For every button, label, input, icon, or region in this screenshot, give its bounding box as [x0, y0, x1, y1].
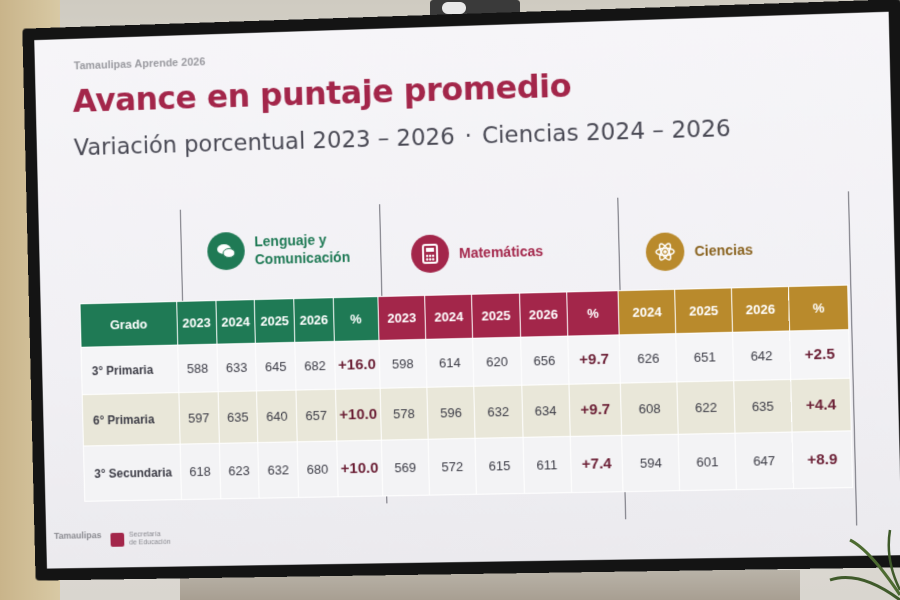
camera-icon — [442, 2, 466, 14]
speech-bubbles-icon — [207, 232, 245, 271]
lenguaje-year-header: 2024 — [215, 300, 255, 345]
subject-lenguaje: Lenguaje y Comunicación — [207, 229, 350, 270]
grado-cell: 3° Secundaria — [83, 444, 181, 501]
subtitle-left: Variación porcentual 2023 – 2026 — [74, 124, 456, 161]
pct-cell: +10.0 — [336, 440, 382, 497]
pct-cell: +7.4 — [570, 435, 623, 492]
score-cell: 601 — [678, 433, 736, 491]
score-cell: 626 — [620, 334, 678, 384]
lenguaje-pct-header: % — [333, 297, 379, 342]
score-cell: 680 — [297, 441, 338, 497]
score-cell: 640 — [257, 390, 297, 442]
grado-cell: 6° Primaria — [82, 393, 180, 446]
ciencias-year-header: 2025 — [675, 288, 733, 334]
score-cell: 620 — [473, 337, 521, 386]
matematicas-year-header: 2025 — [472, 293, 520, 338]
brand-header: Tamaulipas Aprende 2026 — [74, 56, 206, 72]
score-cell: 578 — [380, 387, 428, 440]
score-cell: 615 — [475, 437, 524, 494]
lenguaje-year-header: 2023 — [176, 301, 216, 346]
grado-header: Grado — [80, 301, 178, 347]
subject-ciencias: Ciencias — [645, 230, 753, 271]
score-cell: 633 — [217, 343, 257, 392]
subtitle-right: Ciencias 2024 – 2026 — [482, 116, 731, 149]
matematicas-year-header: 2023 — [378, 295, 426, 340]
score-cell: 635 — [734, 379, 792, 433]
slide-subtitle: Variación porcentual 2023 – 2026 · Ciencia… — [74, 116, 732, 161]
ciencias-year-header: 2024 — [618, 289, 676, 335]
pct-cell: +9.7 — [569, 383, 622, 436]
ciencias-pct-header: % — [788, 285, 848, 331]
score-cell: 588 — [178, 344, 218, 392]
slide-title: Avance en puntaje promedio — [72, 66, 571, 119]
score-cell: 645 — [256, 342, 296, 391]
pct-cell: +8.9 — [792, 431, 853, 489]
score-cell: 594 — [622, 434, 680, 491]
pct-cell: +9.7 — [568, 335, 621, 384]
ciencias-year-header: 2026 — [731, 287, 789, 333]
lenguaje-year-header: 2026 — [294, 298, 334, 343]
score-cell: 634 — [521, 384, 570, 437]
secretaria-mark-icon — [110, 533, 124, 547]
score-cell: 596 — [427, 386, 475, 439]
score-cell: 632 — [258, 442, 299, 498]
pct-cell: +2.5 — [789, 330, 850, 380]
secretaria-line2: de Educación — [129, 539, 171, 548]
score-cell: 632 — [474, 385, 523, 438]
score-cell: 569 — [381, 439, 429, 496]
tamaulipas-logo: Tamaulipas — [54, 530, 102, 541]
lenguaje-year-header: 2025 — [255, 299, 295, 344]
score-cell: 647 — [735, 432, 793, 490]
score-cell: 651 — [676, 332, 734, 382]
subject-label: Lenguaje y Comunicación — [254, 230, 350, 268]
plant-leaves — [790, 510, 900, 600]
score-cell: 598 — [379, 339, 427, 388]
score-cell: 657 — [296, 389, 337, 442]
subtitle-separator: · — [464, 124, 472, 150]
calculator-icon — [411, 234, 450, 273]
score-cell: 656 — [520, 336, 569, 385]
score-cell: 635 — [218, 391, 258, 443]
score-cell: 622 — [677, 381, 735, 435]
atom-icon — [645, 232, 684, 271]
pct-cell: +16.0 — [334, 340, 380, 389]
matematicas-year-header: 2024 — [425, 294, 473, 339]
score-cell: 618 — [180, 443, 220, 499]
subject-label: Ciencias — [694, 240, 753, 260]
tv-display: Tamaulipas Aprende 2026 Avance en puntaj… — [22, 0, 900, 581]
secretaria-text: Secretaría de Educación — [129, 531, 171, 548]
score-cell: 623 — [219, 443, 259, 499]
slide: Tamaulipas Aprende 2026 Avance en puntaj… — [34, 12, 900, 569]
grado-cell: 3° Primaria — [81, 345, 179, 395]
scores-table: Grado 2023 2024 2025 2026 % 2023 2024 20… — [80, 285, 854, 502]
subject-label: Matemáticas — [459, 242, 544, 262]
score-cell: 597 — [179, 392, 219, 444]
subject-matematicas: Matemáticas — [411, 232, 544, 273]
score-cell: 572 — [428, 438, 477, 495]
subject-label-line2: Comunicación — [255, 248, 351, 268]
score-cell: 614 — [426, 338, 474, 387]
pct-cell: +4.4 — [791, 378, 852, 432]
score-cell: 682 — [295, 341, 335, 390]
score-cell: 608 — [621, 382, 679, 435]
matematicas-year-header: 2026 — [519, 292, 568, 337]
secretaria-logo: Secretaría de Educación — [110, 531, 170, 548]
matematicas-pct-header: % — [567, 291, 620, 336]
pct-cell: +10.0 — [335, 388, 381, 441]
score-cell: 642 — [733, 331, 791, 381]
score-cell: 611 — [523, 436, 572, 493]
